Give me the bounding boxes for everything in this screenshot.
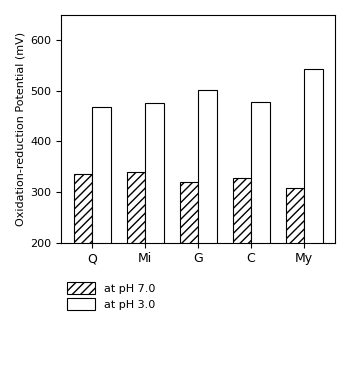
Bar: [145, 103, 164, 344]
Bar: [92, 107, 111, 344]
Bar: [180, 182, 198, 344]
Bar: [74, 174, 92, 344]
Bar: [198, 90, 217, 344]
Legend: at pH 7.0, at pH 3.0: at pH 7.0, at pH 3.0: [67, 282, 155, 310]
Bar: [251, 102, 270, 344]
Bar: [127, 172, 145, 344]
Bar: [286, 188, 304, 344]
Y-axis label: Oxidation-reduction Potential (mV): Oxidation-reduction Potential (mV): [15, 32, 25, 226]
Bar: [304, 69, 323, 344]
Bar: [233, 178, 251, 344]
